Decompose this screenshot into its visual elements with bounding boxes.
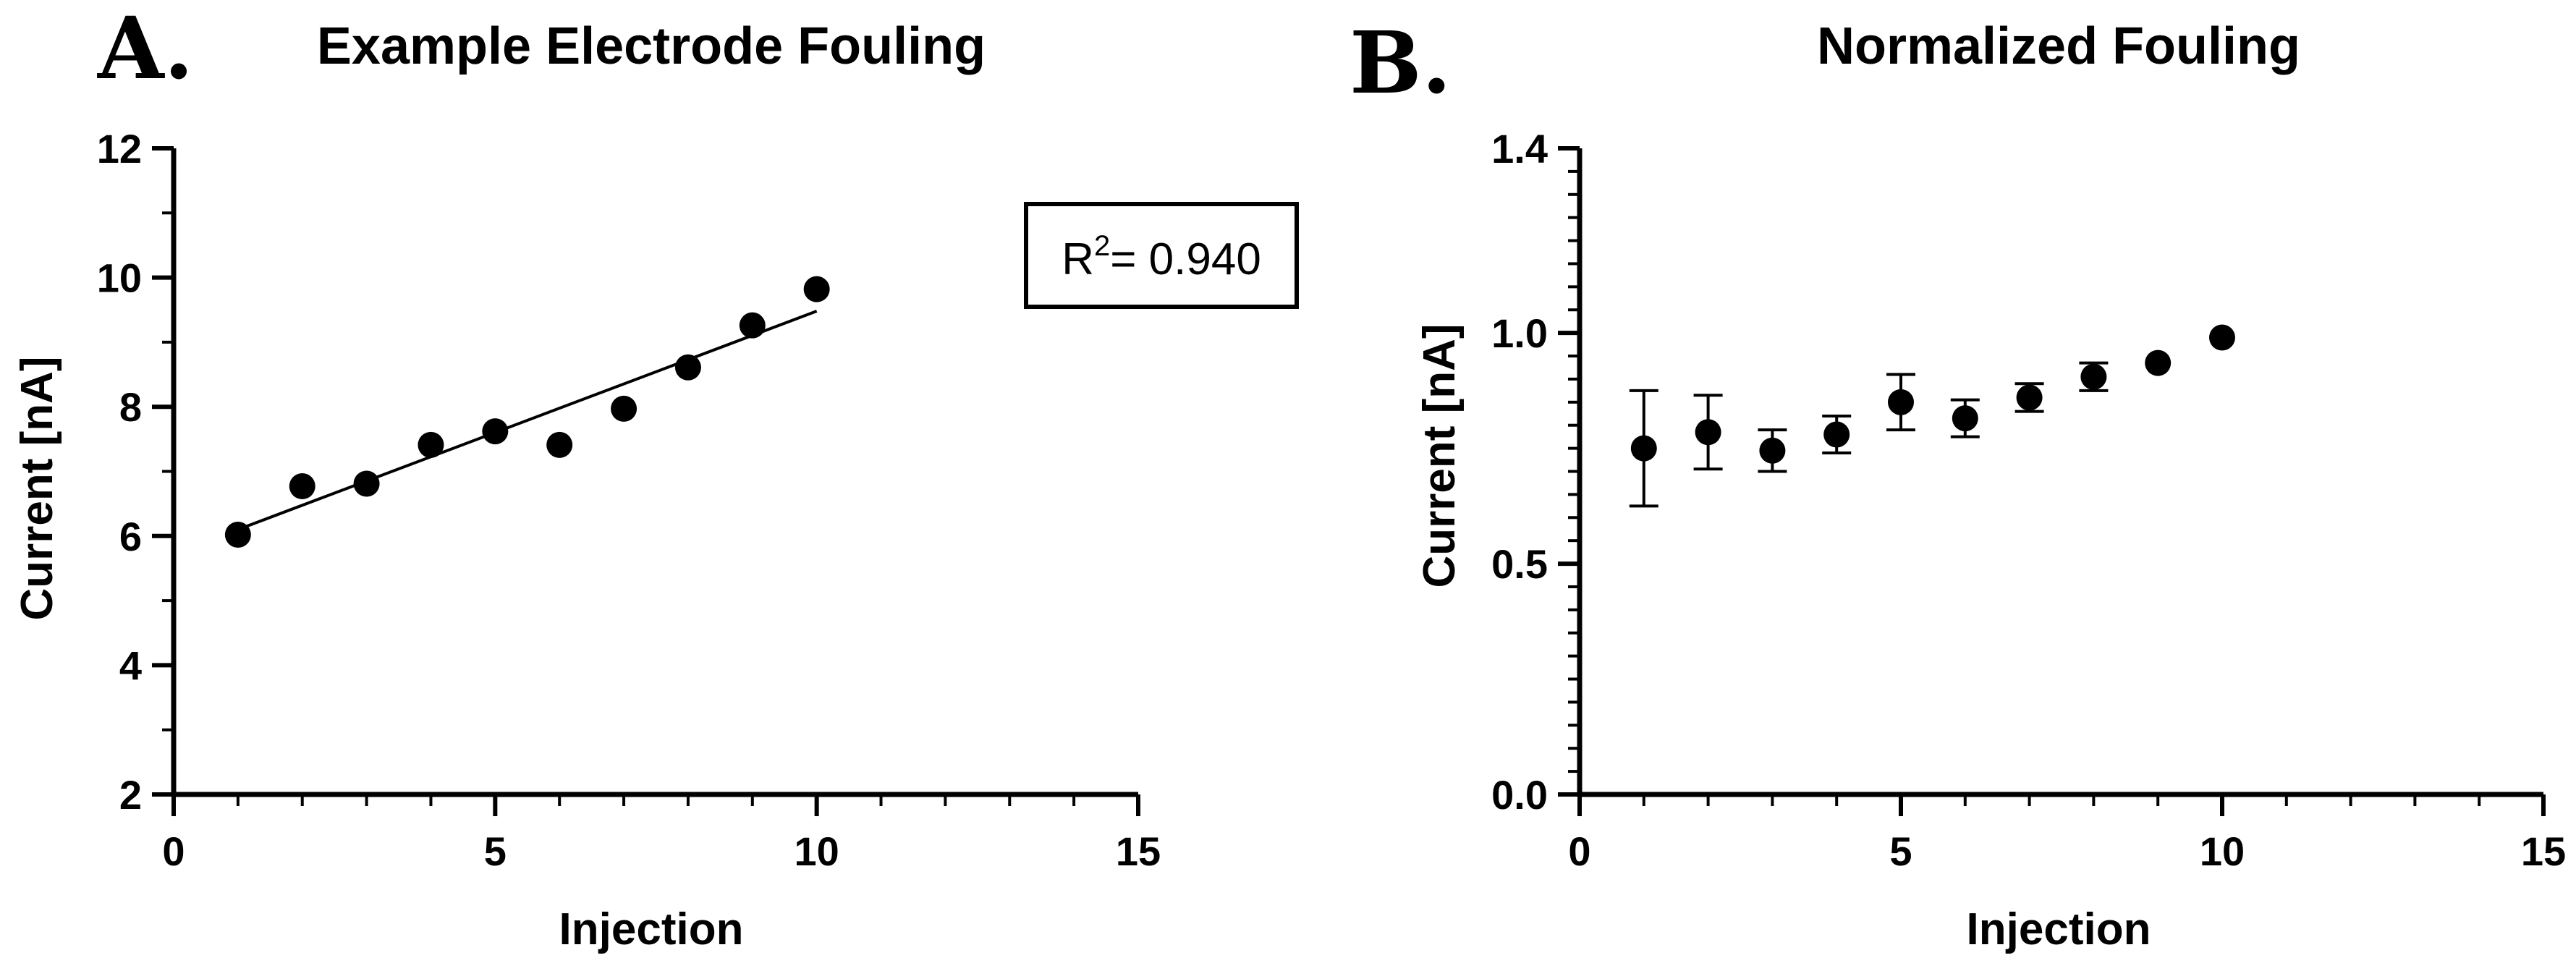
panel-a-y-tick-label: 8 — [119, 384, 142, 430]
panel-b-data-point — [1695, 419, 1721, 446]
panel-a-y-tick-label: 4 — [119, 643, 142, 688]
panel-a-data-point — [546, 431, 573, 458]
panel-b-data-point — [1823, 421, 1850, 448]
panel-b-data-point — [1630, 435, 1657, 462]
panel-a-data-point — [289, 473, 315, 500]
panel-a-fit-line — [237, 310, 818, 531]
panel-a-x-tick-label: 0 — [162, 828, 185, 874]
panel-b-x-tick-label: 15 — [2521, 828, 2566, 874]
panel-a-data-point — [482, 418, 509, 445]
panel-a-data-point — [803, 276, 830, 302]
panel-b-y-tick-label: 1.4 — [1491, 126, 1548, 171]
panel-a-r2-box: R2= 0.940 — [1024, 202, 1299, 309]
panel-a-title: Example Electrode Fouling — [317, 17, 986, 75]
panel-b-xlabel: Injection — [1967, 904, 2151, 954]
panel-b-plot: 0 5 10 15 0.0 0.5 1.0 1.4 — [1491, 126, 2566, 874]
panel-b-data-point — [2145, 349, 2172, 376]
panel-b-x-tick-label: 0 — [1568, 828, 1590, 874]
panel-a-data-point — [353, 470, 380, 497]
panel-a-data-point — [674, 354, 701, 381]
panel-b-data-point — [1952, 405, 1978, 432]
panel-b-data-point — [2080, 363, 2107, 390]
panel-b-data-point — [1759, 437, 1786, 464]
panel-b-y-tick-label: 0.5 — [1491, 541, 1548, 587]
panel-b-letter: B. — [1350, 12, 1452, 113]
panel-a-y-tick-label: 6 — [119, 514, 142, 559]
panel-a-y-tick-label: 2 — [119, 772, 142, 818]
panel-a-x-tick-label: 5 — [484, 828, 507, 874]
panel-b-y-tick-label: 1.0 — [1491, 310, 1548, 356]
panel-b-x-tick-label: 10 — [2200, 828, 2245, 874]
panel-a-letter: A. — [97, 0, 194, 98]
panel-a-data-point — [611, 395, 637, 422]
panel-b-data-point — [1888, 389, 1914, 415]
panel-b-x-tick-label: 5 — [1889, 828, 1912, 874]
panel-a-plot: 0 5 10 15 2 4 6 8 10 12 — [97, 126, 1161, 874]
panel-a-ylabel: Current [nA] — [12, 356, 62, 620]
panel-b-data-point — [2016, 384, 2043, 411]
panel-b-title: Normalized Fouling — [1817, 17, 2300, 75]
panel-a-y-tick-label: 10 — [97, 255, 142, 301]
panel-b-y-tick-label: 0.0 — [1491, 772, 1548, 818]
panel-a-x-tick-label: 15 — [1116, 828, 1161, 874]
panel-a-r2-text: R2= 0.940 — [1062, 230, 1261, 284]
panel-a-y-tick-label: 12 — [97, 126, 142, 171]
panel-b-ylabel: Current [nA] — [1415, 323, 1465, 588]
panel-a-xlabel: Injection — [559, 904, 744, 954]
panel-a-data-point — [224, 522, 251, 548]
panel-a-x-tick-label: 10 — [795, 828, 839, 874]
panel-b-data-point — [2209, 324, 2235, 351]
panel-a-data-point — [418, 431, 444, 458]
panel-a-data-point — [739, 312, 766, 339]
